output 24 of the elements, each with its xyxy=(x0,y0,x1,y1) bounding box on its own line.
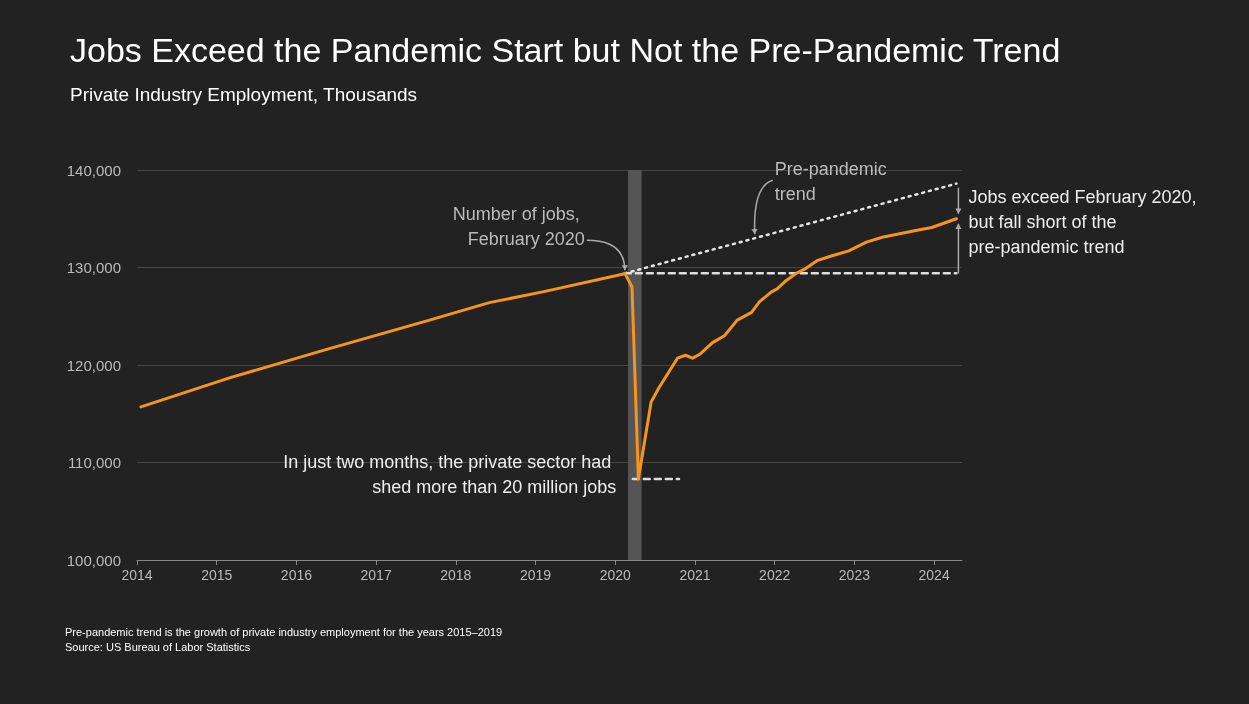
annotation: Pre-pandemic trend xyxy=(774,158,892,204)
x-tick-label: 2017 xyxy=(360,567,392,583)
chart-subtitle: Private Industry Employment, Thousands xyxy=(70,84,418,105)
y-tick-label: 130,000 xyxy=(66,259,121,276)
text: Pre-pandemic trend is the growth of private industry employment for the years 2015–2019 xyxy=(65,625,503,638)
x-tick-label: 2023 xyxy=(838,567,871,583)
source-note: Source: US Bureau of Labor Statistics xyxy=(65,640,251,653)
annotation: In just two months, the private sector had shed more than 20 million jobs xyxy=(283,451,617,497)
y-tick-label: 110,000 xyxy=(67,454,121,471)
x-tick-label: 2018 xyxy=(440,567,472,583)
annotation: Number of jobs, February 2020 xyxy=(452,203,585,249)
y-tick-label: 100,000 xyxy=(66,551,121,569)
x-tick-label: 2021 xyxy=(679,567,711,583)
x-tick-label: 2014 xyxy=(121,567,153,583)
x-tick-label: 2019 xyxy=(519,567,552,583)
y-tick-label: 120,000 xyxy=(66,356,121,374)
x-tick-label: 2016 xyxy=(280,567,313,583)
x-tick-label: 2020 xyxy=(599,567,632,583)
chart-title: Jobs Exceed the Pandemic Start but Not the Pre-Pandemic Trend xyxy=(70,31,1061,69)
x-tick-label: 2015 xyxy=(201,567,233,583)
x-tick-label: 2022 xyxy=(759,567,791,583)
x-tick-label: 2024 xyxy=(918,567,950,583)
y-tick-label: 140,000 xyxy=(66,161,121,179)
annotation: Jobs exceed February 2020, but fall short of the pre-pandemic trend xyxy=(968,187,1202,258)
